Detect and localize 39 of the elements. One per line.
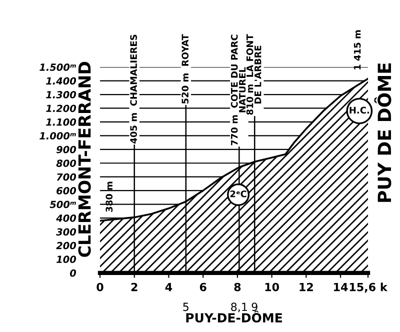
y-tick-label: 600 [56,187,76,194]
y-tick-label: 100 [56,256,76,264]
y-tick-label: 900 [56,146,76,154]
y-tick-label: 1.200 [46,104,76,112]
y-tick-label: 1.100 [46,118,76,126]
ref-line-label: 770 m COTE DU PARC NATUREL [230,34,246,146]
text: CLERMONT-FERRAND [78,62,91,257]
y-tick-label: 1.400 [46,77,76,85]
y-tick-label: 1.500ᵐ [40,64,76,71]
x2-tick-label: 5 [183,302,188,312]
x-axis-title: PUY-DE-DÔME [186,310,282,322]
annotation: H.C. [350,106,370,114]
annotation: 380 m [106,182,113,212]
x-tick-label: 12 [300,282,313,292]
x-tick-label: 0 [96,282,104,292]
ref-line-label: 405 m CHAMALIERES [130,34,137,144]
ref-line-label: 810 m LA FONT DE L'ARBRE [246,34,262,115]
text: PUY DE DÔME [374,63,392,202]
x-tick-label: 6 [200,282,206,292]
y-tick-label: 400 [56,214,76,222]
y-tick-label: 700 [56,173,76,181]
x2-tick-label: 8,1 [231,302,247,312]
y-tick-label: 1.000ᵐ [40,132,76,140]
x-tick-label: 2 [131,282,138,292]
x-tick-label: 4 [165,282,172,292]
y-tick-label: 1.300 [46,90,76,98]
x-tick-label: 8 [234,282,241,292]
y-tick-label: 0 [70,269,76,277]
y-tick-label: 800 [56,160,76,167]
y-tick-label: 500ᵐ [50,200,76,208]
y-tick-label: 200 [56,242,76,250]
x2-tick-label: 9 [252,302,258,312]
x-tick-label: 15,6 k [350,282,388,293]
annotation: 1 415 m [354,30,361,70]
annotation: 2ᵉC [230,190,246,198]
x-tick-label: 14 [334,282,348,292]
x-tick-label: 10 [265,282,279,292]
y-tick-label: 300 [56,228,76,236]
ref-line-label: 520 m ROYAT [182,34,189,104]
